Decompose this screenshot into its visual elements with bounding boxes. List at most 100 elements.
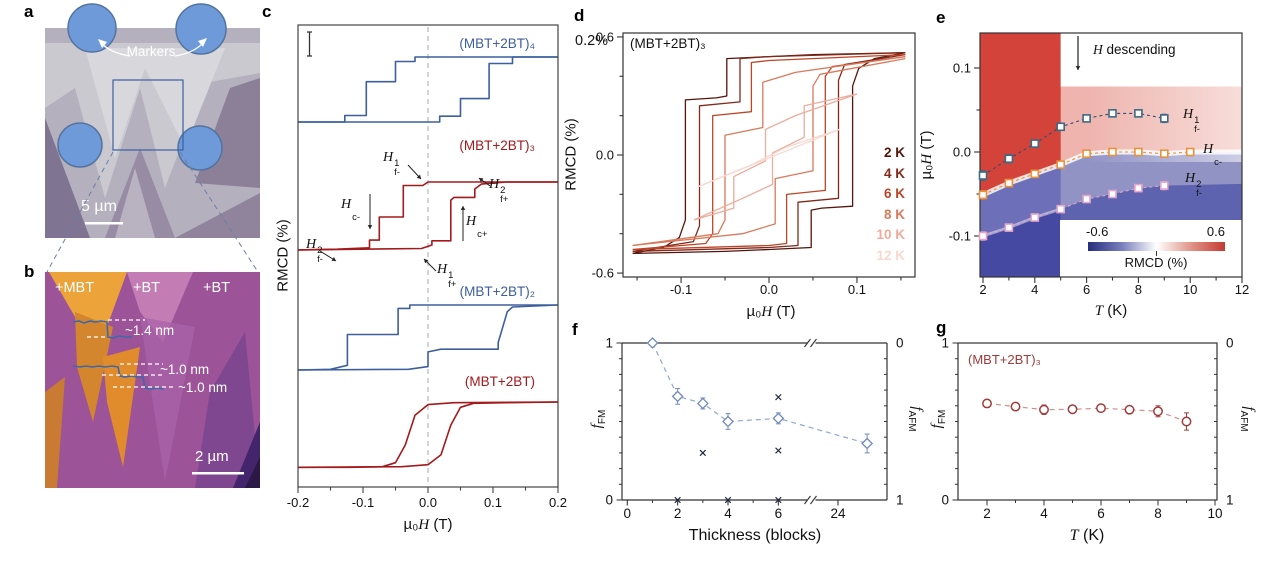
tick-label: 1 [605,336,613,351]
span-element: f- [1196,188,1202,200]
span-element: f- [394,167,400,179]
path-element [632,55,906,247]
h-field-label: H 1 f- [383,149,400,177]
tick-label: -0.1 [352,495,374,510]
path-element [331,257,336,261]
line-element [179,151,259,273]
tick-label: 4 [1031,282,1038,297]
i-element: H [1203,142,1214,157]
tick-label: 6 [1083,282,1090,297]
scale-bar-2um [192,472,244,475]
step-height-label-2: ~1.0 nm [160,362,210,377]
polygon-element [195,332,260,488]
polygon-element [103,347,140,467]
path-element [632,53,906,251]
h-symbol: H [1093,42,1103,57]
data-marker-square [1056,160,1065,169]
path-element [632,53,906,253]
mu0: µ₀ [403,516,419,533]
data-marker-square [1134,109,1143,118]
span-element: 2 f- [317,246,323,266]
region-label-bt2: +BT [203,280,230,296]
line-element [804,495,811,505]
tick-label: 24 [830,506,846,521]
legend-entry: 10 K [876,227,905,242]
panel-label-a: a [24,2,34,21]
tick-label: 1 [896,493,904,508]
span-element: 1 [1194,115,1200,127]
i-element: H [1185,171,1196,186]
span-element: 1 [394,158,400,170]
tick-label: 10 [1207,506,1222,521]
tick-label: 10 [1183,282,1197,297]
tick-label: 6 [775,506,783,521]
line-element [724,496,732,504]
afm-image-art [45,272,260,488]
data-marker-square [1160,114,1169,123]
panel-d-x-axis-title: µ₀H (T) [711,303,831,321]
path-element [297,181,558,251]
i-element: H [437,262,448,277]
step-height-label-3: ~1.0 nm [178,380,228,395]
polygon-element [98,39,107,48]
h-symbol: H [761,304,773,320]
legend-entry: 12 K [876,247,905,263]
path-element [298,56,558,123]
span-element: c- [1214,157,1223,169]
rect-element [1060,33,1243,87]
i-element: H [1183,107,1194,122]
rmcd-scale-bar-label: 0.2% [575,33,609,49]
span-element: 1 f- [394,158,400,179]
path-element [698,128,840,188]
loop-label: (MBT+2BT) [464,374,535,389]
line-element [775,447,782,454]
panel-d-sample-label: (MBT+2BT)₃ [630,36,706,51]
data-marker-square [978,171,988,180]
panel-label-b: b [24,262,35,281]
data-marker-square [1082,149,1091,158]
span-element: f- [317,254,323,266]
polygon-element [45,118,90,238]
path-element [693,93,858,221]
data-marker-square [1056,122,1065,132]
line-element [46,151,114,273]
data-marker-square [1134,183,1143,193]
tick-label: 6 [1097,506,1105,521]
region-label-mbt: +MBT [55,280,95,296]
i-element: H [341,197,352,212]
data-marker-square [1160,149,1169,158]
span-element: 2 [500,185,506,197]
panel-a-optical-image: Markers 5 µm [45,3,260,238]
height-profile-line [72,320,132,339]
panel-d-plot: -0.1 0.0 0.1 0.6 0.0 -0.6 [592,29,916,297]
path-element [982,185,1165,237]
panel-g-right-y-title: fAFM [1238,369,1258,469]
tick-label: 0 [1226,336,1234,351]
zoom-connector-lines [46,151,259,273]
tick-label: 8 [1135,282,1142,297]
path-element [424,259,429,264]
tick-label: 1 [941,336,949,351]
data-marker-circle [1181,416,1192,427]
data-marker-square [1004,178,1014,188]
f-symbol: f [589,424,605,429]
loop-label: (MBT+2BT)₂ [459,284,535,299]
unit-K: (K) [1103,302,1128,319]
unit-K: (K) [1078,527,1105,544]
unit-T: (T) [772,303,796,320]
tick-label: 2 [983,506,991,521]
marker-circle [57,122,103,168]
h-field-label: H 2 f+ [489,176,508,204]
polygon-element [115,168,155,238]
data-marker-diamond [646,337,659,349]
path-element [979,209,1061,278]
scale-bar-5um [85,222,123,225]
legend-entry: 6 K [883,186,905,201]
panel-label-d: d [574,6,585,25]
data-marker-square [1185,147,1195,157]
